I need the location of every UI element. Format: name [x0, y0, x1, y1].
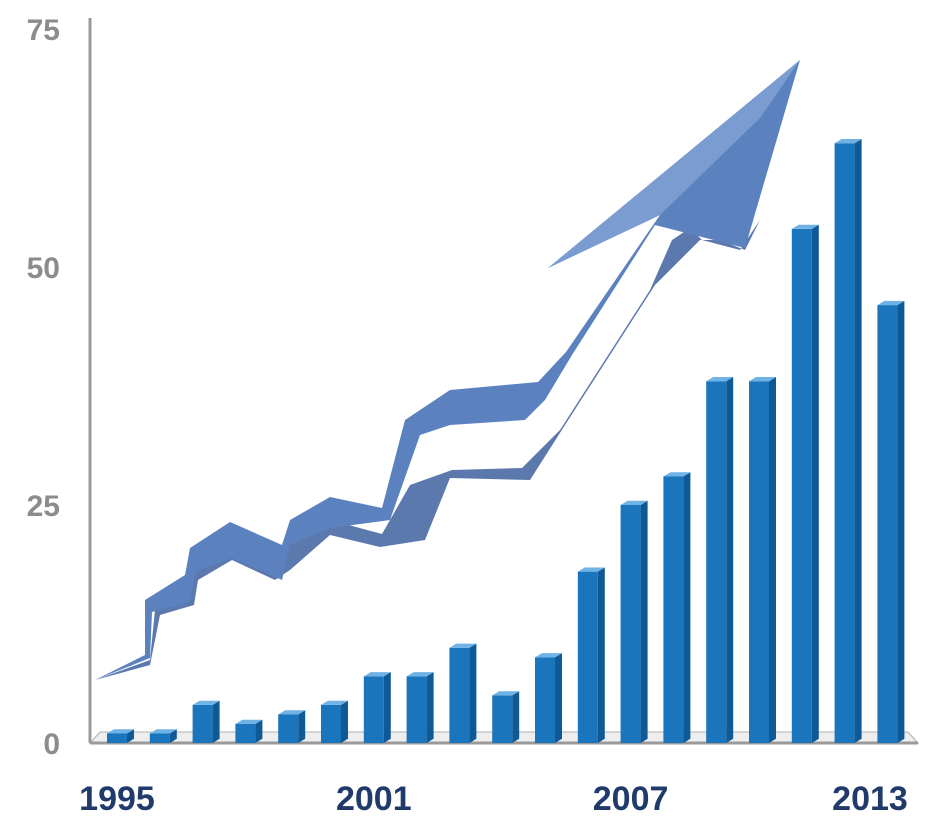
bar-side-2007 — [640, 500, 648, 743]
bar-front-2010 — [749, 381, 769, 743]
bar-side-2002 — [426, 672, 434, 743]
bar-top-1995 — [107, 729, 134, 734]
bar-side-2013 — [897, 300, 905, 743]
bar-front-2011 — [791, 228, 812, 744]
bar-side-2011 — [811, 224, 819, 744]
bar-top-1998 — [235, 719, 263, 724]
bar-2004 — [492, 691, 520, 743]
bar-top-2002 — [406, 672, 434, 677]
bar-top-2005 — [535, 653, 562, 658]
x-tick-label-2001: 2001 — [336, 780, 412, 817]
bar-top-2009 — [706, 377, 734, 382]
arrow-shaft-shadow — [95, 220, 760, 680]
bar-front-2003 — [449, 647, 470, 743]
bar-1995 — [107, 729, 134, 743]
bar-top-2006 — [577, 567, 605, 572]
bar-2012 — [834, 139, 862, 744]
bar-front-1997 — [192, 704, 213, 743]
bar-1997 — [192, 700, 220, 743]
tick-labels: 0 25 50 75 1995 2001 2007 2013 — [27, 14, 908, 817]
bar-top-2011 — [791, 224, 819, 229]
bar-front-1996 — [149, 733, 170, 743]
bar-top-2013 — [877, 300, 905, 306]
bar-2003 — [449, 643, 477, 743]
bar-front-2001 — [363, 676, 384, 743]
bar-2000 — [321, 700, 348, 743]
bar-side-2003 — [469, 643, 477, 743]
bar-top-1999 — [278, 710, 306, 715]
bar-2011 — [791, 224, 819, 744]
bar-top-2007 — [620, 500, 648, 505]
bar-2006 — [577, 567, 605, 743]
bar-side-2012 — [854, 139, 862, 744]
x-tick-label-2007: 2007 — [593, 780, 669, 817]
bar-2001 — [363, 672, 391, 743]
bar-front-2005 — [535, 657, 555, 743]
bar-2009 — [706, 377, 734, 743]
bar-2010 — [749, 377, 776, 743]
bar-front-2008 — [663, 476, 684, 743]
bar-side-1996 — [169, 729, 177, 743]
bar-1999 — [278, 710, 306, 743]
bars-group — [107, 139, 905, 744]
bar-top-1997 — [192, 700, 220, 705]
bar-front-2009 — [706, 381, 727, 743]
bar-front-2007 — [620, 505, 641, 743]
bar-2005 — [535, 653, 562, 743]
bar-side-2004 — [512, 691, 520, 743]
bar-side-2008 — [683, 472, 691, 743]
bar-side-2001 — [383, 672, 391, 743]
bar-side-2006 — [597, 567, 605, 743]
bar-front-2000 — [321, 704, 341, 743]
y-tick-label-25: 25 — [27, 490, 60, 523]
bar-top-2008 — [663, 472, 691, 477]
y-tick-label-75: 75 — [27, 14, 60, 47]
bar-front-1999 — [278, 714, 299, 743]
x-tick-label-1995: 1995 — [79, 780, 155, 817]
bar-top-2004 — [492, 691, 520, 696]
bar-top-1996 — [149, 729, 177, 734]
bar-front-2013 — [877, 305, 898, 743]
y-tick-label-0: 0 — [43, 728, 60, 761]
x-tick-label-2013: 2013 — [832, 780, 908, 817]
y-tick-label-50: 50 — [27, 252, 60, 285]
bar-1996 — [149, 729, 177, 743]
bar-top-2000 — [321, 700, 348, 705]
bar-2002 — [406, 672, 434, 743]
bar-2007 — [620, 500, 648, 743]
bar-2013 — [877, 300, 905, 743]
bar-side-2009 — [726, 377, 734, 743]
rising-arrow-icon — [95, 60, 800, 680]
bar-side-2010 — [769, 377, 776, 743]
bar-top-2003 — [449, 643, 477, 648]
bar-front-2012 — [834, 143, 855, 744]
bar-side-2000 — [341, 700, 348, 743]
bar-front-1998 — [235, 723, 256, 743]
bar-front-2006 — [577, 571, 598, 743]
bar-front-1995 — [107, 733, 127, 743]
bar-2008 — [663, 472, 691, 743]
bar-side-1995 — [127, 729, 134, 743]
bar-front-2002 — [406, 676, 427, 743]
bar-side-1999 — [298, 710, 306, 743]
bar-front-2004 — [492, 695, 513, 743]
arrow-head-highlight — [548, 60, 800, 268]
bar-1998 — [235, 719, 263, 743]
bar-side-2005 — [555, 653, 562, 743]
bar-top-2001 — [363, 672, 391, 677]
bar-side-1997 — [212, 700, 220, 743]
bar-top-2010 — [749, 377, 776, 382]
bar-side-1998 — [255, 719, 263, 743]
bar-top-2012 — [834, 139, 862, 144]
